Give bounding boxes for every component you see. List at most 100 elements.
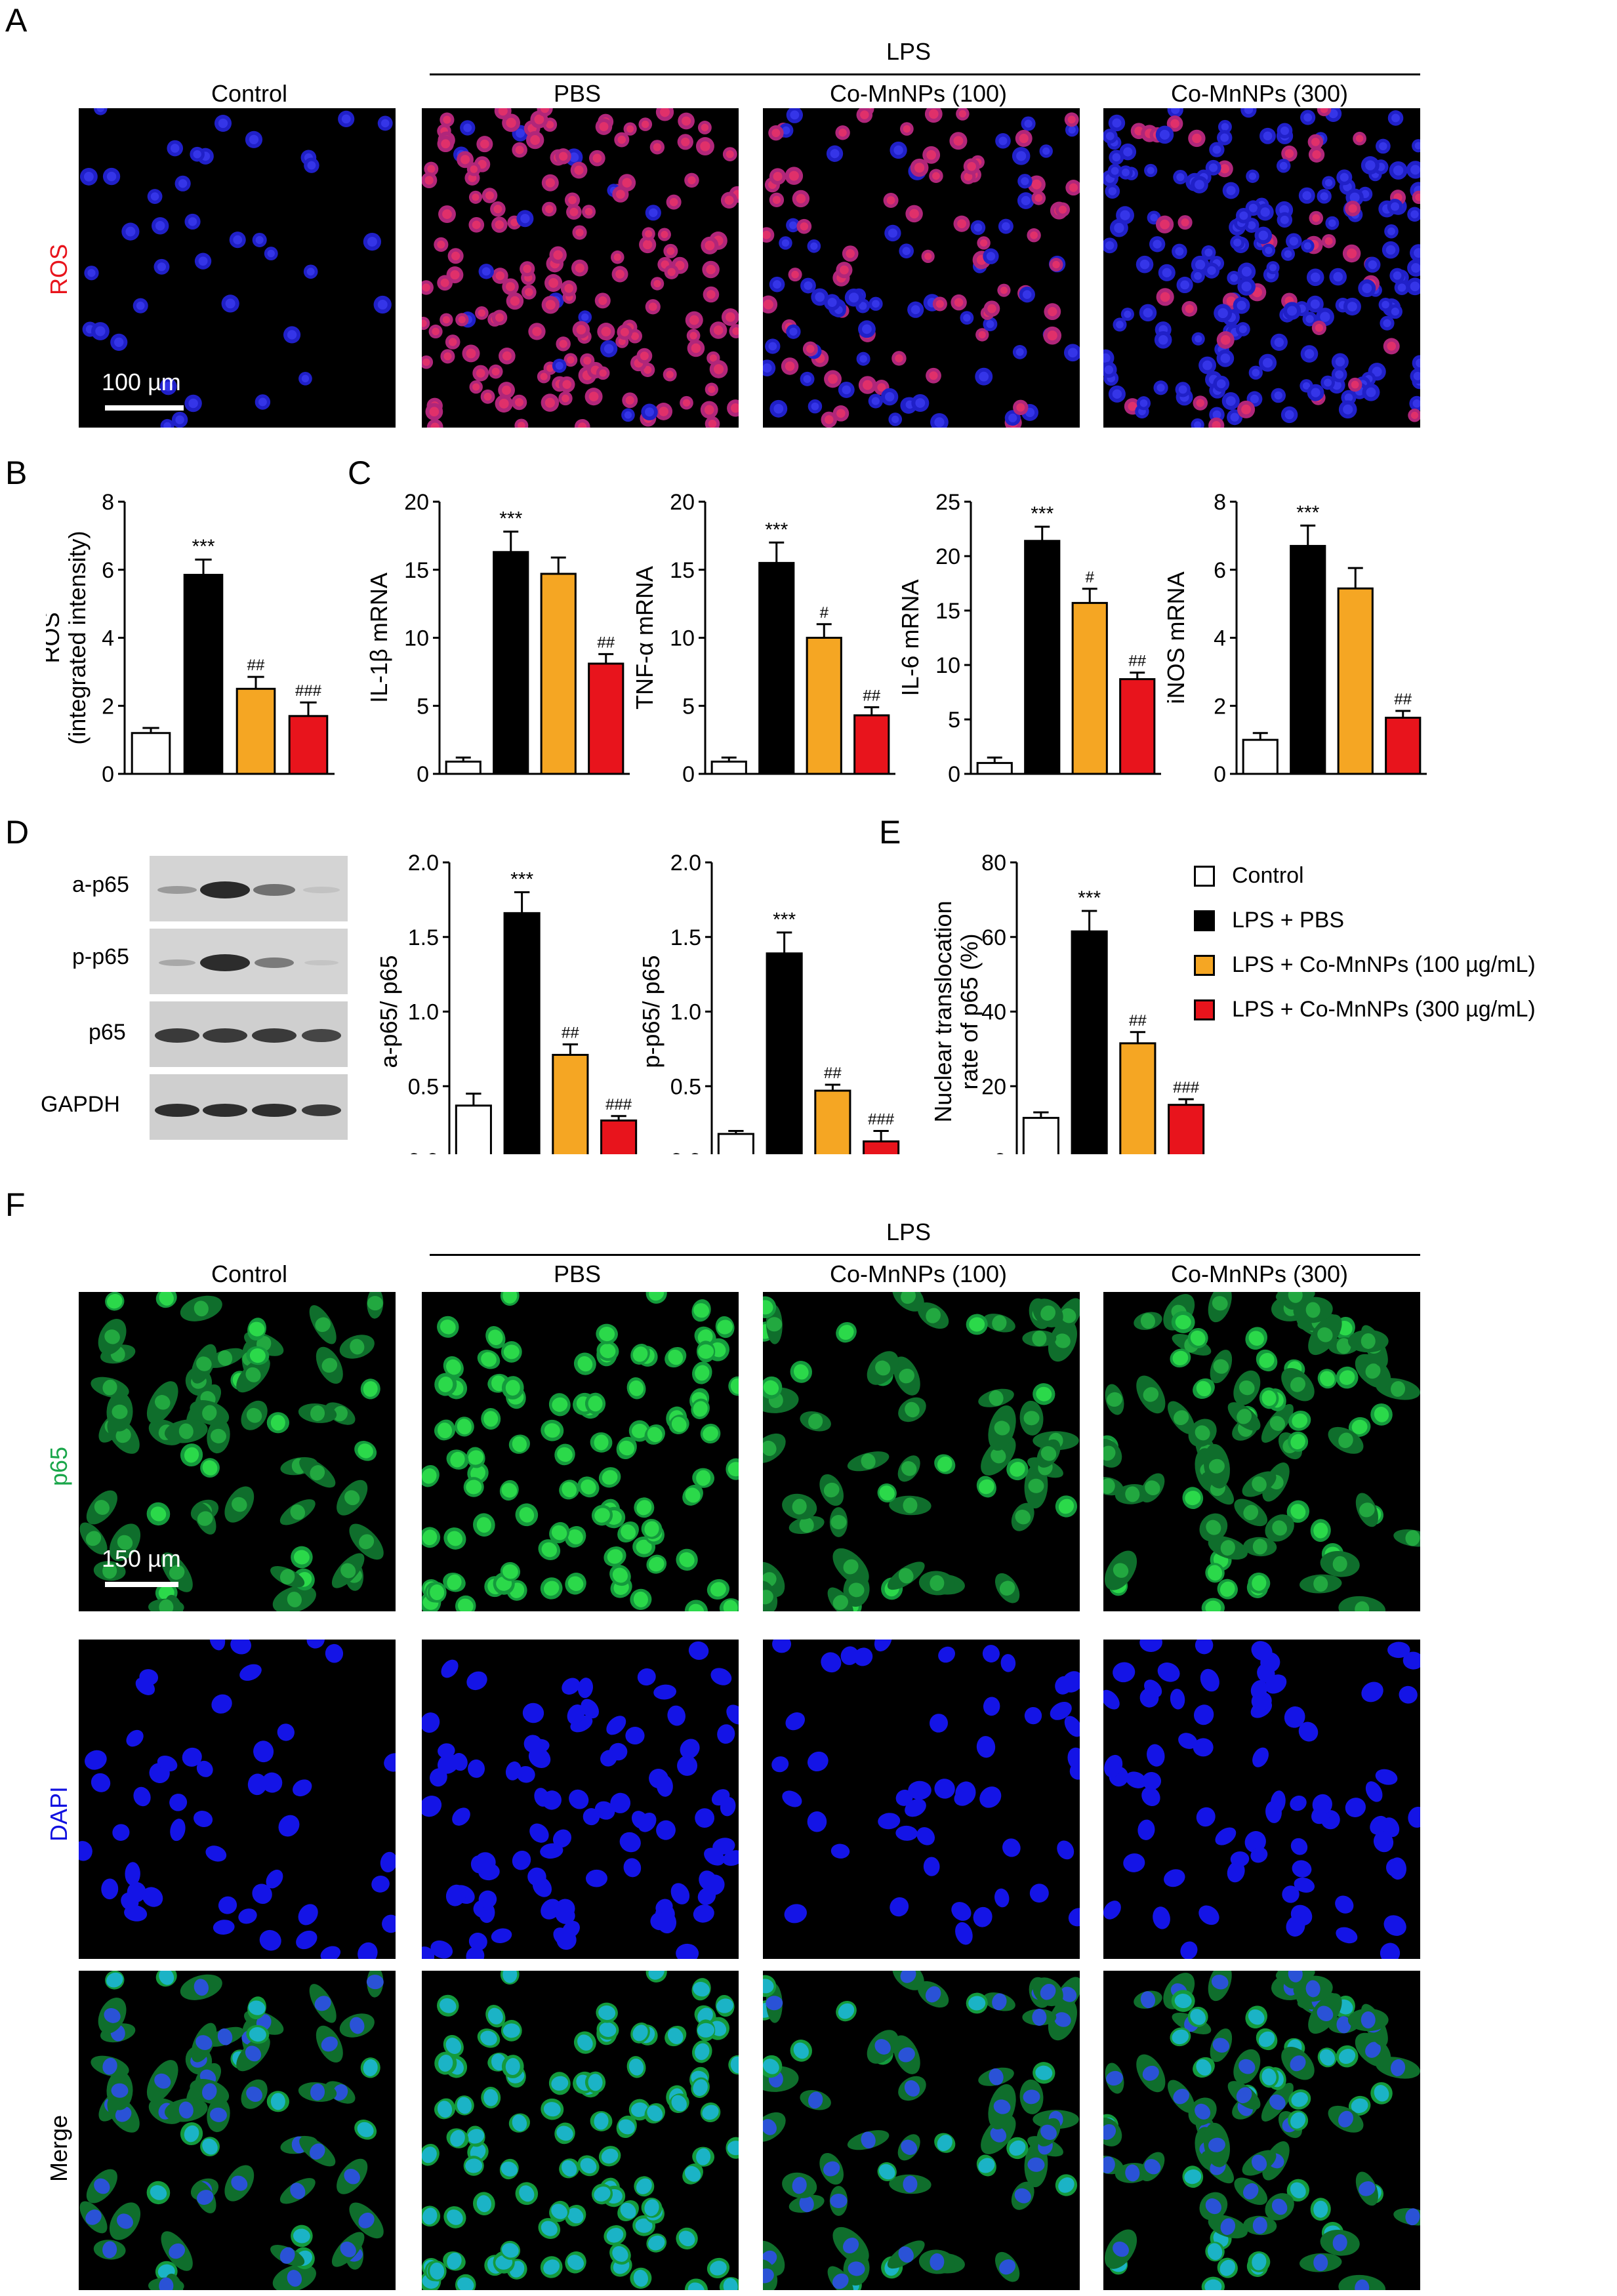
nucleus bbox=[628, 1380, 644, 1396]
cell bbox=[1343, 404, 1353, 414]
nucleus bbox=[648, 1556, 665, 1572]
cell bbox=[1248, 172, 1257, 180]
cell bbox=[422, 358, 430, 366]
cell bbox=[1320, 192, 1328, 201]
cell bbox=[1372, 367, 1382, 377]
nucleus bbox=[194, 1979, 209, 1996]
nucleus bbox=[196, 1760, 213, 1777]
nucleus bbox=[543, 2259, 560, 2275]
nucleus bbox=[170, 1819, 186, 1842]
nucleus bbox=[1220, 2218, 1236, 2235]
nucleus bbox=[1290, 1377, 1305, 1392]
y-tick-label: 40 bbox=[981, 1000, 1006, 1025]
nucleus bbox=[1125, 1486, 1140, 1502]
cell bbox=[986, 252, 996, 261]
cell bbox=[233, 235, 243, 245]
bar bbox=[814, 1089, 851, 1154]
significance-label: *** bbox=[192, 536, 215, 557]
nucleus bbox=[904, 2080, 920, 2097]
nucleus bbox=[1359, 1502, 1375, 1518]
nucleus bbox=[923, 1857, 940, 1876]
nucleus bbox=[695, 1808, 715, 1828]
cell bbox=[1195, 180, 1204, 190]
nucleus bbox=[516, 1765, 535, 1783]
cell bbox=[1216, 379, 1226, 389]
nucleus bbox=[1100, 2156, 1115, 2174]
bar bbox=[1168, 1104, 1205, 1154]
cell bbox=[884, 392, 895, 402]
nucleus bbox=[1032, 1330, 1047, 1346]
nucleus bbox=[607, 1549, 623, 1564]
nucleus bbox=[551, 2076, 569, 2091]
nucleus bbox=[270, 2093, 285, 2110]
cell bbox=[773, 280, 782, 289]
nucleus bbox=[159, 1968, 174, 1985]
nucleus bbox=[1023, 2089, 1040, 2105]
cell bbox=[830, 149, 840, 159]
cell bbox=[785, 361, 795, 371]
nucleus bbox=[955, 1781, 976, 1805]
significance-label: # bbox=[1086, 569, 1095, 586]
cell bbox=[483, 392, 492, 401]
nucleus bbox=[1153, 1906, 1170, 1929]
nucleus bbox=[253, 1741, 274, 1763]
cell bbox=[472, 220, 481, 230]
nucleus bbox=[85, 2209, 102, 2225]
nucleus bbox=[1290, 2055, 1306, 2072]
cell bbox=[1112, 389, 1122, 399]
cell bbox=[255, 235, 264, 245]
nucleus bbox=[441, 1659, 459, 1678]
nucleus bbox=[551, 1525, 567, 1541]
y-tick-label: 15 bbox=[404, 558, 429, 583]
significance-label: ## bbox=[597, 634, 615, 651]
cell bbox=[422, 283, 430, 292]
nucleus bbox=[382, 1914, 400, 1933]
nucleus bbox=[1374, 2085, 1389, 2102]
nucleus bbox=[1142, 1772, 1162, 1790]
cell bbox=[689, 315, 699, 325]
nucleus bbox=[656, 1775, 673, 1797]
nucleus bbox=[1332, 2234, 1347, 2251]
nucleus bbox=[1107, 1392, 1122, 1407]
panel-label-d: D bbox=[5, 814, 30, 851]
micrograph-ros-control bbox=[79, 102, 396, 433]
significance-label: *** bbox=[773, 909, 796, 931]
nucleus bbox=[908, 1781, 931, 1800]
nucleus bbox=[481, 1352, 497, 1367]
cell bbox=[1351, 380, 1359, 389]
nucleus bbox=[898, 1568, 914, 1584]
cell bbox=[1042, 147, 1050, 155]
nucleus bbox=[1338, 1432, 1353, 1449]
nucleus bbox=[785, 1712, 806, 1731]
cell bbox=[225, 298, 235, 309]
cell bbox=[592, 153, 602, 163]
nucleus bbox=[293, 2228, 310, 2244]
cell bbox=[1263, 357, 1273, 368]
cell bbox=[915, 398, 926, 408]
nucleus bbox=[85, 1750, 107, 1770]
nucleus bbox=[340, 2242, 356, 2257]
nucleus bbox=[1015, 1509, 1031, 1525]
cell bbox=[495, 313, 504, 322]
nucleus bbox=[671, 1417, 687, 1432]
cell bbox=[691, 343, 701, 353]
col-title-np100-a: Co-MnNPs (100) bbox=[829, 80, 1008, 107]
nucleus bbox=[1055, 1676, 1073, 1695]
cell bbox=[1344, 393, 1353, 402]
nucleus bbox=[1336, 1338, 1351, 1354]
nucleus bbox=[1137, 1819, 1155, 1840]
cell bbox=[157, 262, 167, 272]
cell bbox=[796, 193, 806, 204]
nucleus bbox=[763, 1380, 779, 1396]
cell bbox=[429, 407, 440, 417]
cell bbox=[791, 270, 799, 279]
nucleus bbox=[632, 1346, 648, 1362]
nucleus bbox=[1365, 1781, 1383, 1802]
nucleus bbox=[1196, 1380, 1212, 1397]
nucleus bbox=[488, 1329, 503, 1346]
nucleus bbox=[1313, 1522, 1328, 1539]
cell bbox=[1016, 151, 1027, 161]
nucleus bbox=[1032, 2008, 1047, 2026]
nucleus bbox=[1320, 1371, 1335, 1387]
